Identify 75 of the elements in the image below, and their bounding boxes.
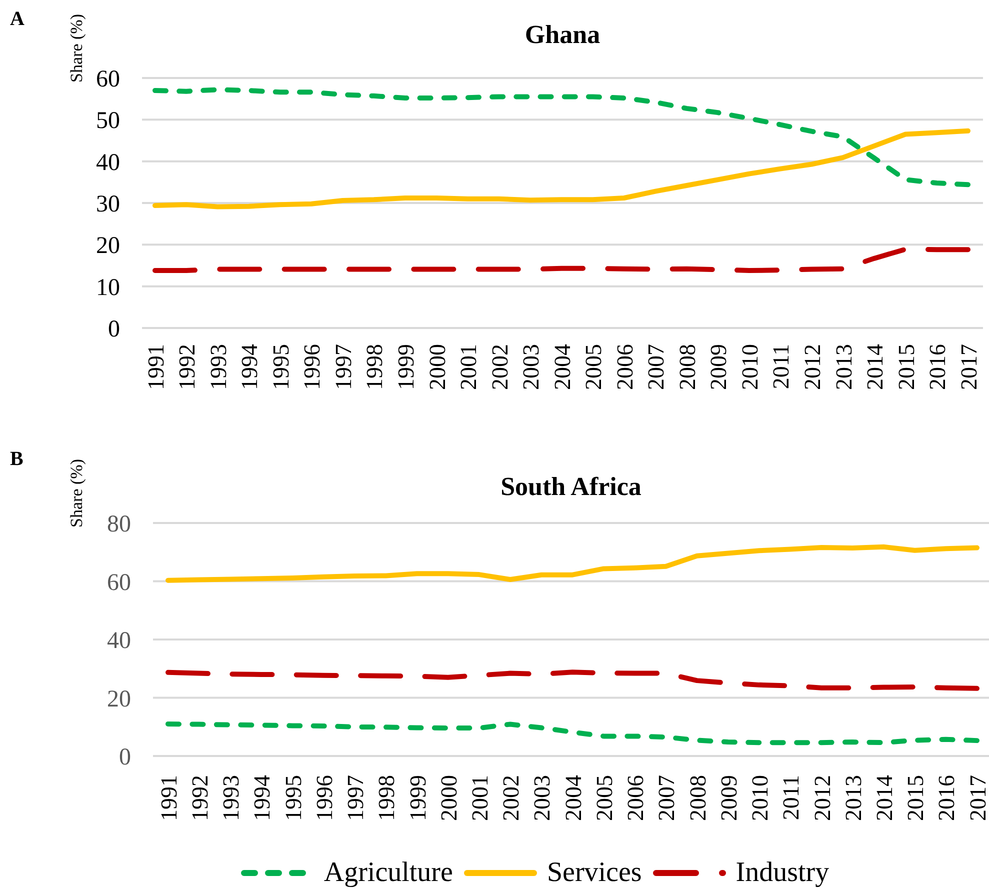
y-tick-label: 60 xyxy=(96,66,120,93)
y-tick-label: 20 xyxy=(96,233,120,260)
y-axis-title: Share (%) xyxy=(67,459,87,528)
x-tick-label: 2017 xyxy=(965,775,989,821)
x-tick-label: 1992 xyxy=(187,775,212,821)
x-tick-label: 1999 xyxy=(393,344,418,390)
x-tick-label: 2000 xyxy=(424,344,450,390)
x-tick-label: 1996 xyxy=(312,775,337,821)
chart-title: Ghana xyxy=(524,20,602,50)
y-tick-label: 40 xyxy=(96,150,120,176)
x-tick-label: 2000 xyxy=(436,775,462,821)
x-tick-label: 2013 xyxy=(840,775,866,821)
x-tick-label: 2012 xyxy=(810,775,835,821)
y-tick-label: 0 xyxy=(119,744,131,771)
x-tick-label: 1993 xyxy=(218,775,244,821)
y-axis-title: Share (%) xyxy=(67,14,87,82)
x-tick-label: 1994 xyxy=(237,344,262,390)
x-tick-label: 1995 xyxy=(280,775,306,821)
x-tick-label: 1992 xyxy=(174,344,200,390)
x-tick-label: 1996 xyxy=(300,344,325,390)
x-tick-label: 2016 xyxy=(934,775,960,821)
x-tick-label: 2011 xyxy=(778,775,804,820)
x-tick-label: 1993 xyxy=(206,344,231,390)
x-tick-label: 2004 xyxy=(560,774,586,821)
x-tick-label: 2001 xyxy=(456,344,482,390)
x-tick-label: 2015 xyxy=(894,344,919,390)
x-tick-label: 2005 xyxy=(581,344,606,390)
x-tick-label: 2003 xyxy=(518,344,544,390)
y-tick-label: 10 xyxy=(96,274,120,301)
x-tick-label: 2009 xyxy=(706,344,732,390)
x-tick-label: 2008 xyxy=(685,775,710,821)
y-tick-label: 30 xyxy=(96,192,120,218)
x-tick-label: 2005 xyxy=(592,775,617,821)
x-tick-label: 1999 xyxy=(405,775,430,821)
y-tick-label: 50 xyxy=(96,108,120,134)
x-tick-label: 2008 xyxy=(674,344,700,390)
x-tick-label: 2012 xyxy=(800,344,825,390)
x-tick-label: 2015 xyxy=(903,775,928,821)
x-tick-label: 2011 xyxy=(768,344,794,390)
x-tick-label: 1997 xyxy=(343,775,368,821)
x-tick-label: 1998 xyxy=(362,344,388,390)
x-tick-label: 2016 xyxy=(925,344,950,390)
x-tick-label: 1991 xyxy=(143,344,168,390)
x-tick-label: 1998 xyxy=(374,775,400,821)
x-tick-label: 2003 xyxy=(530,775,555,821)
x-tick-label: 1995 xyxy=(268,344,294,390)
x-tick-label: 2009 xyxy=(716,775,742,821)
x-tick-label: 2006 xyxy=(612,344,638,390)
x-tick-label: 2001 xyxy=(467,775,492,821)
text: A xyxy=(10,8,24,31)
y-tick-label: 40 xyxy=(107,628,131,654)
x-tick-label: 2014 xyxy=(862,344,888,390)
x-tick-label: 2002 xyxy=(498,775,524,821)
y-tick-label: 20 xyxy=(107,686,131,712)
x-tick-label: 2004 xyxy=(550,344,575,390)
x-tick-label: 1991 xyxy=(156,775,182,821)
x-tick-label: 2013 xyxy=(831,344,856,390)
text: B xyxy=(10,448,24,471)
y-tick-label: 0 xyxy=(108,316,120,343)
x-tick-label: 2010 xyxy=(748,775,773,821)
x-tick-label: 2010 xyxy=(737,344,762,390)
chart-title: South Africa xyxy=(500,472,642,502)
legend-label: Industry xyxy=(736,857,830,889)
x-tick-label: 2007 xyxy=(644,344,669,390)
x-tick-label: 2002 xyxy=(487,344,512,390)
x-tick-label: 2014 xyxy=(872,774,897,821)
y-tick-label: 60 xyxy=(107,570,131,596)
x-tick-label: 2017 xyxy=(956,344,982,390)
legend-label: Services xyxy=(546,857,642,889)
x-tick-label: 1994 xyxy=(250,774,275,821)
x-tick-label: 2007 xyxy=(654,775,680,821)
y-tick-label: 80 xyxy=(107,512,131,538)
x-tick-label: 2006 xyxy=(623,775,648,821)
x-tick-label: 1997 xyxy=(330,344,356,390)
legend-label: Agriculture xyxy=(324,857,453,889)
